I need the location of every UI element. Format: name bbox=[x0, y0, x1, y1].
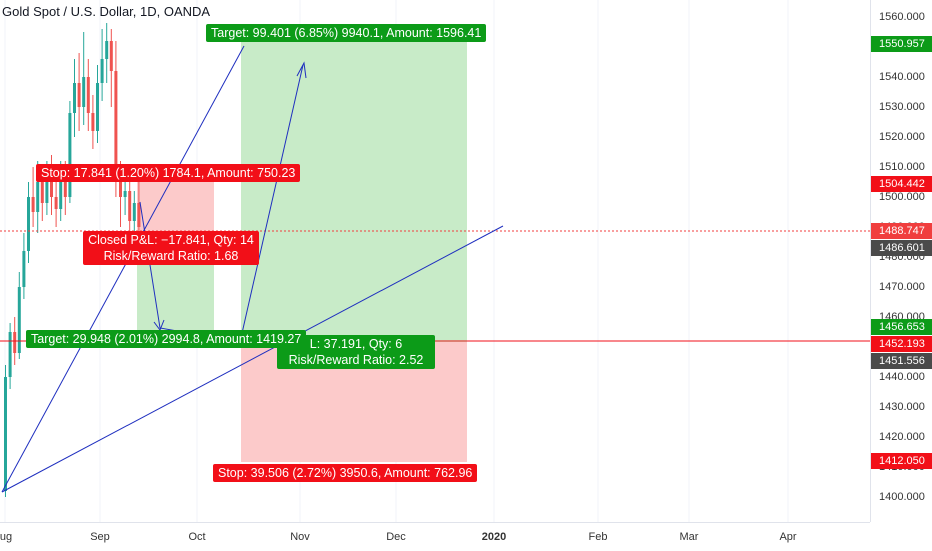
price-tick: 1430.000 bbox=[879, 401, 925, 413]
price-tick: 1530.000 bbox=[879, 101, 925, 113]
price-badge: 1452.193 bbox=[871, 336, 932, 353]
price-badge: 1451.556 bbox=[871, 353, 932, 370]
chart-title: Gold Spot / U.S. Dollar, 1D, OANDA bbox=[2, 4, 211, 19]
price-badge: 1456.653 bbox=[871, 319, 932, 336]
candle bbox=[105, 23, 109, 83]
price-badge: 1488.747 bbox=[871, 222, 932, 239]
time-tick: Nov bbox=[290, 531, 310, 543]
position2-profit-zone[interactable] bbox=[241, 40, 467, 342]
position1-stop-label[interactable]: Stop: 17.841 (1.20%) 1784.1, Amount: 750… bbox=[36, 164, 301, 182]
candle bbox=[22, 233, 26, 299]
time-axis[interactable]: ug Sep Oct Nov Dec 2020 Feb Mar Apr bbox=[0, 522, 870, 551]
time-tick: 2020 bbox=[481, 531, 507, 543]
candle bbox=[82, 32, 86, 125]
candle bbox=[27, 182, 30, 263]
candle bbox=[73, 59, 76, 137]
candle bbox=[86, 59, 90, 131]
candle bbox=[68, 101, 72, 203]
price-tick: 1440.000 bbox=[879, 371, 925, 383]
price-tick: 1540.000 bbox=[879, 71, 925, 83]
position2-open-pnl: L: 37.191, Qty: 6 bbox=[309, 337, 403, 351]
price-axis[interactable]: 1560.0001550.0001540.0001530.0001520.000… bbox=[870, 0, 932, 522]
price-tick: 1520.000 bbox=[879, 131, 925, 143]
candle bbox=[31, 167, 35, 227]
time-tick: Oct bbox=[188, 531, 206, 543]
position1-closed-pnl: Closed P&L: −17.841, Qty: 14 bbox=[88, 233, 254, 247]
candle bbox=[91, 95, 95, 149]
time-tick: Apr bbox=[779, 531, 797, 543]
candle bbox=[54, 179, 58, 227]
time-tick: Sep bbox=[90, 531, 110, 543]
candles bbox=[4, 23, 141, 497]
price-badge: 1550.957 bbox=[871, 36, 932, 53]
position2-open-badge[interactable]: L: 37.191, Qty: 6 Risk/Reward Ratio: 2.5… bbox=[277, 335, 435, 369]
candle bbox=[100, 29, 104, 101]
price-tick: 1470.000 bbox=[879, 281, 925, 293]
candle bbox=[128, 179, 132, 239]
price-tick: 1420.000 bbox=[879, 431, 925, 443]
candle bbox=[96, 65, 99, 143]
price-badge: 1504.442 bbox=[871, 175, 932, 192]
time-tick: Feb bbox=[588, 531, 608, 543]
price-badge: 1486.601 bbox=[871, 239, 932, 256]
candle bbox=[77, 53, 81, 131]
time-tick: Dec bbox=[386, 531, 406, 543]
time-tick: ug bbox=[0, 531, 13, 543]
price-tick: 1560.000 bbox=[879, 11, 925, 23]
trend-line-steep[interactable] bbox=[1, 45, 245, 493]
price-tick: 1400.000 bbox=[879, 491, 925, 503]
position2-stop-label[interactable]: Stop: 39.506 (2.72%) 3950.6, Amount: 762… bbox=[213, 464, 478, 482]
price-tick: 1500.000 bbox=[879, 191, 925, 203]
price-badge: 1412.050 bbox=[871, 452, 932, 469]
position2-target-label[interactable]: Target: 99.401 (6.85%) 9940.1, Amount: 1… bbox=[206, 24, 487, 42]
candle bbox=[8, 323, 12, 389]
position1-risk-reward: Risk/Reward Ratio: 1.68 bbox=[103, 249, 239, 263]
chart-pane[interactable]: Gold Spot / U.S. Dollar, 1D, OANDA Targe… bbox=[0, 0, 870, 522]
candle bbox=[17, 272, 21, 359]
position1-closed-badge[interactable]: Closed P&L: −17.841, Qty: 14 Risk/Reward… bbox=[83, 231, 259, 265]
position2-risk-reward: Risk/Reward Ratio: 2.52 bbox=[288, 353, 424, 367]
candle bbox=[4, 365, 7, 497]
candle bbox=[109, 29, 113, 107]
time-tick: Mar bbox=[679, 531, 699, 543]
price-tick: 1510.000 bbox=[879, 161, 925, 173]
position1-loss-zone[interactable] bbox=[137, 172, 214, 232]
trend-line-shallow[interactable] bbox=[1, 225, 504, 493]
position1-target-label[interactable]: Target: 29.948 (2.01%) 2994.8, Amount: 1… bbox=[26, 330, 307, 348]
